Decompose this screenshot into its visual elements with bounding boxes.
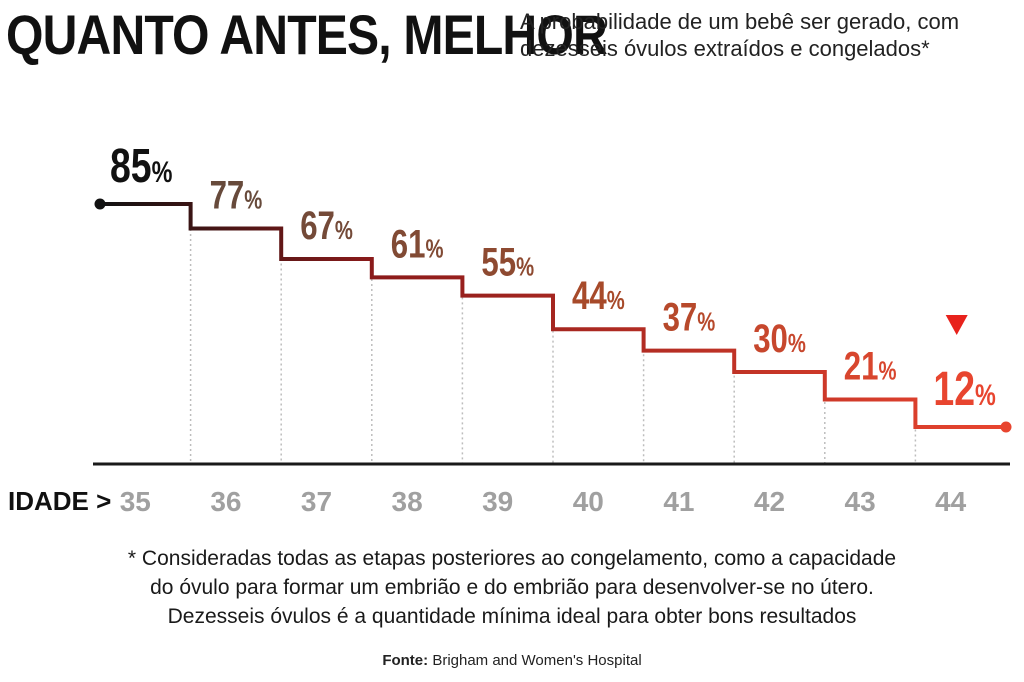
data-label: 61% bbox=[391, 222, 444, 267]
data-label: 44% bbox=[572, 274, 625, 319]
x-tick-label: 43 bbox=[845, 486, 876, 517]
x-tick-label: 40 bbox=[573, 486, 604, 517]
data-label: 55% bbox=[481, 240, 534, 285]
chart-subtitle: A probabilidade de um bebê ser gerado, c… bbox=[520, 9, 960, 61]
data-label: 37% bbox=[663, 295, 716, 340]
x-axis-label: IDADE > bbox=[8, 486, 111, 516]
footnote-line: * Consideradas todas as etapas posterior… bbox=[127, 547, 897, 570]
x-tick-label: 37 bbox=[301, 486, 332, 517]
page-title: QUANTO ANTES, MELHOR bbox=[6, 3, 608, 66]
data-label: 12% bbox=[933, 363, 996, 417]
start-point bbox=[94, 198, 106, 210]
source-text: Brigham and Women's Hospital bbox=[432, 652, 642, 669]
x-tick-label: 42 bbox=[754, 486, 785, 517]
x-tick-label: 35 bbox=[120, 486, 151, 517]
source-credit: Fonte: Brigham and Women's Hospital bbox=[0, 652, 1024, 669]
highlight-marker-icon bbox=[945, 315, 968, 335]
x-tick-label: 36 bbox=[210, 486, 241, 517]
data-label: 77% bbox=[210, 173, 263, 218]
x-tick-label: 38 bbox=[392, 486, 423, 517]
source-label: Fonte: bbox=[382, 652, 429, 669]
data-label: 21% bbox=[844, 344, 897, 389]
x-tick-label: 41 bbox=[663, 486, 694, 517]
step-chart: 85% 35 77% 36 67% 37 61% 38 55% 39 44% 40 37% 41 30% 42… bbox=[8, 140, 1012, 517]
data-label: 67% bbox=[300, 203, 353, 248]
footnote-line: Dezesseis óvulos é a quantidade mínima i… bbox=[167, 605, 857, 628]
x-tick-label: 44 bbox=[935, 486, 967, 517]
data-label: 85% bbox=[110, 140, 173, 194]
data-label: 30% bbox=[753, 316, 806, 361]
x-tick-label: 39 bbox=[482, 486, 513, 517]
end-point bbox=[1000, 421, 1012, 433]
footnote-line: do óvulo para formar um embrião e do emb… bbox=[150, 576, 874, 599]
footnote: * Consideradas todas as etapas posterior… bbox=[0, 544, 1024, 631]
series-line bbox=[100, 202, 1006, 429]
